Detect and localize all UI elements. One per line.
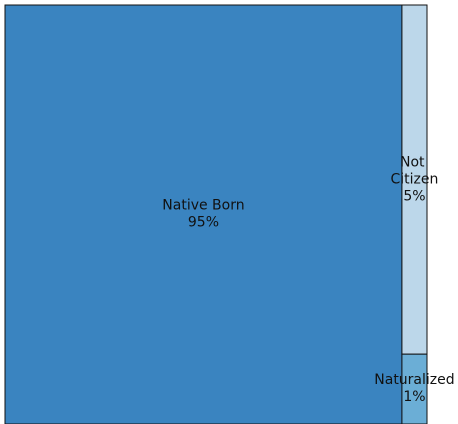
cell-value-label: 1% [403,389,425,405]
treemap-cell [401,4,428,355]
cell-label: Not Citizen [391,155,439,188]
cell-value-label: 5% [403,189,425,205]
cell-value-label: 95% [188,215,219,231]
cell-label: Naturalized [374,372,454,388]
treemap-cell [4,4,403,424]
cell-label: Native Born [162,198,244,214]
